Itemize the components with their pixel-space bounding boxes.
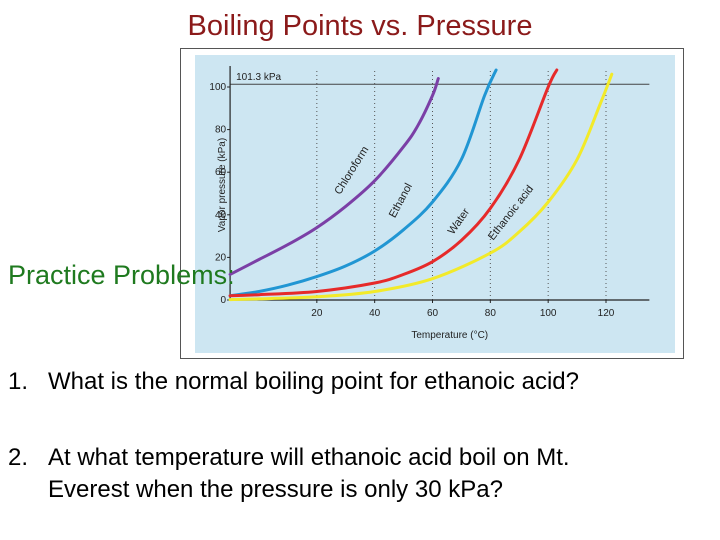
question-1: 1. What is the normal boiling point for e…: [8, 366, 579, 398]
y-tick-label-20: 20: [215, 252, 227, 263]
series-line-ethanoic-acid: [228, 72, 614, 302]
practice-problems-label: Practice Problems:: [8, 258, 235, 292]
series-lines: [228, 68, 614, 302]
x-axis-label: Temperature (°C): [411, 330, 488, 341]
series-line-ethanol: [228, 68, 498, 298]
question-2: 2. At what temperature will ethanoic acid…: [8, 442, 570, 506]
axes: 0 20 40 60 80 100 20 40 60 80 100 120 Temperature (°…: [209, 65, 650, 341]
x-tick-label-80: 80: [485, 308, 497, 319]
grid: 101.3 kPa: [230, 69, 650, 300]
series-line-water: [228, 68, 559, 298]
chart-frame: 101.3 kPa 0 20 40 60 80 100 20 40 60 80 100 120 Temp…: [180, 48, 684, 359]
x-tick-label-100: 100: [540, 308, 557, 319]
x-tick-label-40: 40: [369, 308, 381, 319]
x-tick-label-120: 120: [598, 308, 615, 319]
y-tick-label-80: 80: [215, 125, 227, 136]
plot-background: [195, 55, 675, 353]
question-2-line2: Everest when the pressure is only 30 kPa…: [48, 476, 503, 503]
question-2-line1: At what temperature will ethanoic acid b…: [48, 444, 570, 471]
question-1-number: 1.: [8, 368, 29, 395]
y-tick-label-100: 100: [209, 82, 226, 93]
x-tick-label-60: 60: [427, 308, 439, 319]
y-tick-label-60: 60: [215, 167, 227, 178]
vapor-pressure-chart: 101.3 kPa 0 20 40 60 80 100 20 40 60 80 100 120 Temp…: [195, 55, 675, 353]
series-line-chloroform: [228, 77, 440, 276]
practice-problems-text: Practice Problems:: [8, 260, 235, 290]
y-axis-label: Vapor pressure (kPa): [217, 138, 228, 232]
reference-line-label: 101.3 kPa: [236, 72, 281, 83]
y-tick-label-0: 0: [221, 295, 227, 306]
x-tick-label-20: 20: [311, 308, 323, 319]
slide-title: Boiling Points vs. Pressure: [187, 10, 533, 42]
question-1-text: What is the normal boiling point for eth…: [48, 368, 579, 395]
question-2-number: 2.: [8, 444, 29, 471]
y-tick-label-40: 40: [215, 210, 227, 221]
